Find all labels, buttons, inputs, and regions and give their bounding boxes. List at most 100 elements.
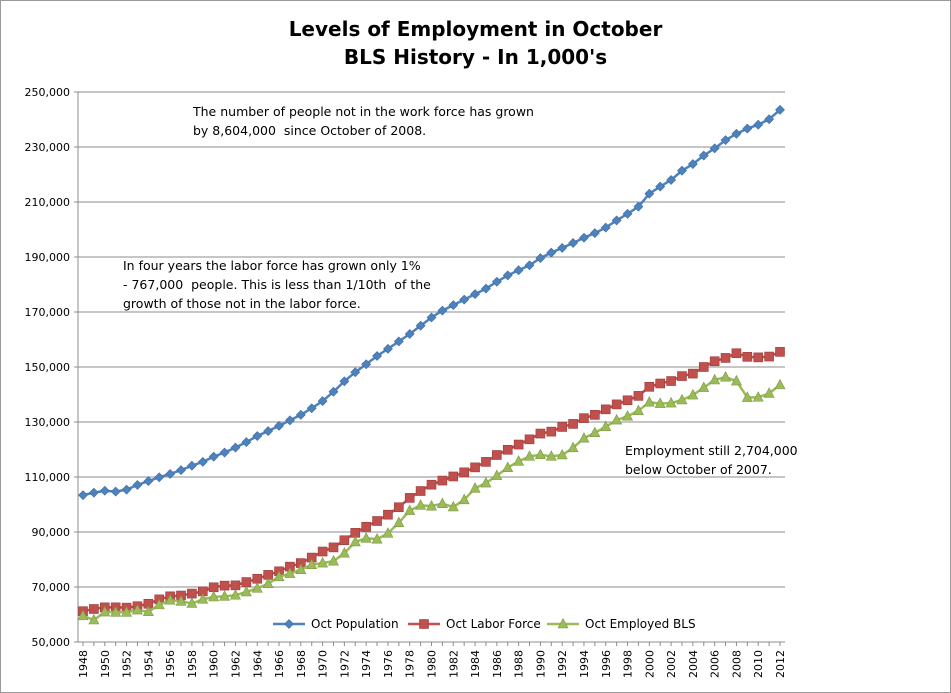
data-point [404, 493, 415, 503]
data-point [394, 502, 404, 513]
y-tick-label: 250,000 [25, 86, 71, 99]
data-point [589, 228, 600, 238]
x-tick-label: 1980 [426, 650, 439, 678]
data-point [208, 582, 219, 593]
data-point [677, 371, 687, 381]
data-point [328, 386, 339, 397]
data-point [742, 352, 753, 362]
y-tick-label: 90,000 [32, 526, 71, 539]
data-point [458, 493, 470, 505]
data-point [546, 426, 557, 437]
data-point [752, 391, 764, 402]
data-point [589, 426, 601, 438]
data-point [611, 215, 622, 226]
chart-title: Levels of Employment in October [288, 17, 663, 41]
data-point [666, 175, 677, 185]
data-point [698, 362, 709, 372]
data-point [687, 159, 698, 169]
x-tick-label: 2000 [643, 650, 656, 678]
data-point [535, 253, 546, 264]
data-point [219, 447, 230, 458]
data-point [654, 397, 666, 408]
data-point [393, 336, 404, 347]
data-point [720, 135, 731, 146]
data-point [633, 391, 644, 401]
data-point [448, 300, 459, 311]
data-point [763, 387, 775, 398]
data-point [698, 381, 710, 392]
legend-label: Oct Employed BLS [585, 617, 696, 631]
y-tick-label: 110,000 [25, 471, 71, 484]
y-tick-label: 170,000 [25, 306, 71, 319]
data-point [731, 348, 742, 359]
data-point [470, 462, 480, 473]
data-point [361, 521, 371, 532]
data-point [165, 469, 176, 479]
chart-subtitle: BLS History - In 1,000's [343, 45, 608, 69]
data-point [175, 595, 187, 606]
data-point [349, 535, 361, 547]
data-point [295, 409, 306, 420]
data-point [153, 598, 165, 610]
data-point [546, 247, 557, 258]
x-tick-label: 2006 [709, 650, 722, 678]
data-point [415, 486, 426, 496]
data-point [252, 573, 263, 584]
data-point [730, 374, 742, 386]
legend-marker [557, 617, 569, 629]
data-point [142, 605, 154, 617]
data-point [524, 450, 536, 461]
data-point [328, 542, 339, 553]
data-point [742, 123, 753, 134]
data-point [186, 597, 198, 608]
data-point [187, 588, 197, 599]
data-point [753, 352, 764, 363]
data-point [491, 276, 502, 287]
data-point [372, 516, 382, 526]
x-tick-label: 1960 [208, 650, 221, 678]
data-point [687, 388, 699, 400]
data-point [110, 606, 122, 617]
data-point [502, 461, 514, 472]
data-point [208, 451, 219, 462]
data-point [579, 413, 589, 423]
data-point [339, 535, 350, 546]
data-point [404, 504, 416, 515]
data-point [317, 396, 328, 407]
data-point [568, 419, 578, 429]
data-point [480, 476, 492, 488]
annotation-line: - 767,000 people. This is less than 1/10… [123, 277, 431, 292]
data-point [371, 533, 383, 544]
y-tick-label: 150,000 [25, 361, 71, 374]
data-point [753, 119, 764, 130]
data-point [655, 378, 666, 389]
data-point [459, 467, 469, 478]
data-point [77, 609, 89, 621]
data-point [317, 546, 328, 557]
data-point [622, 208, 633, 219]
data-point [481, 457, 491, 467]
data-point [579, 232, 589, 243]
y-tick-label: 70,000 [32, 581, 71, 594]
annotation-line: In four years the labor force has grown … [123, 258, 421, 273]
x-tick-label: 1966 [273, 650, 286, 678]
data-point [764, 114, 775, 125]
data-point [230, 442, 241, 453]
data-point [121, 606, 133, 617]
data-point [590, 410, 600, 420]
data-point [317, 556, 329, 568]
x-tick-label: 2002 [665, 650, 678, 678]
data-point [273, 570, 285, 582]
data-point [88, 613, 100, 625]
x-tick-label: 1996 [600, 650, 613, 678]
data-point [557, 243, 568, 253]
x-tick-label: 2012 [774, 650, 787, 678]
data-point [513, 265, 524, 276]
data-point [164, 594, 176, 605]
data-point [611, 413, 623, 425]
data-point [491, 469, 503, 480]
data-point [666, 376, 676, 386]
y-tick-label: 130,000 [25, 416, 71, 429]
data-point [99, 485, 110, 496]
data-point [665, 396, 677, 408]
